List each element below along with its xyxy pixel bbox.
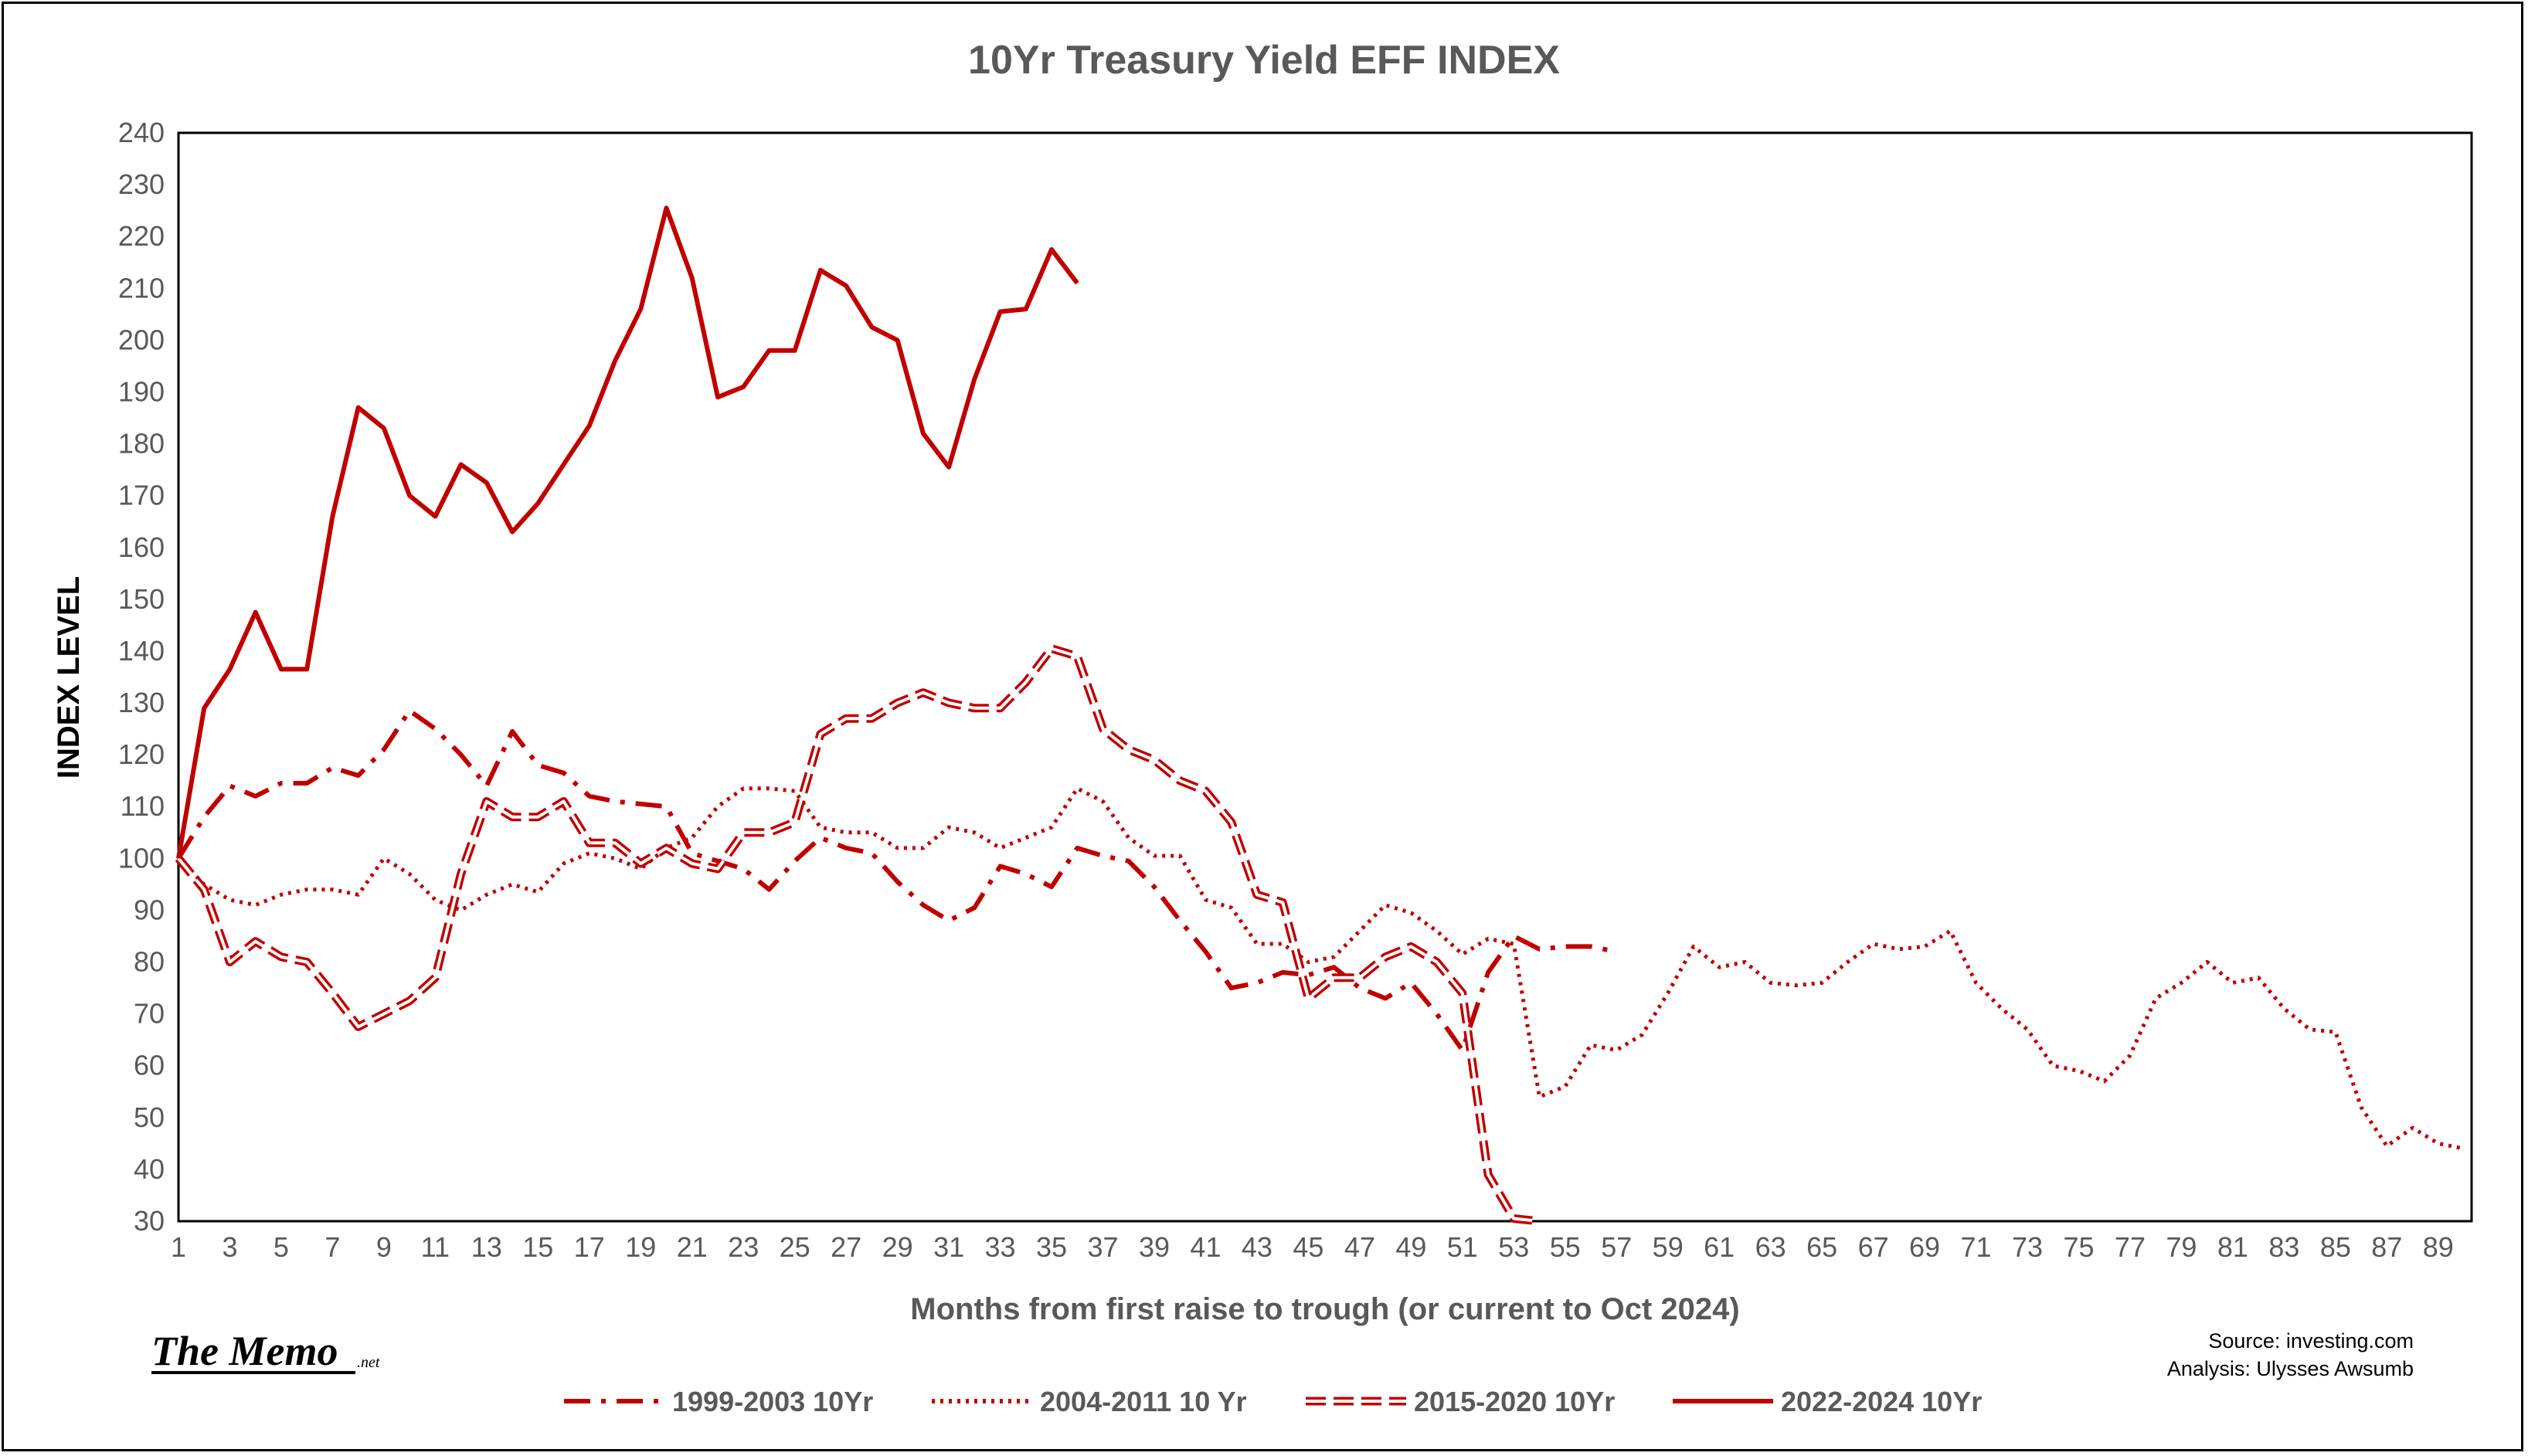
x-tick-label: 89	[2423, 1231, 2454, 1263]
x-tick-label: 41	[1190, 1231, 1221, 1263]
series-line-1999-2003-10yr	[176, 708, 1617, 1053]
series-line-2004-2011-10-yr	[177, 786, 2465, 1151]
x-tick-label: 63	[1755, 1231, 1786, 1263]
x-tick-label: 1	[171, 1231, 186, 1263]
x-tick-label: 13	[471, 1231, 502, 1263]
y-tick-label: 110	[121, 790, 165, 822]
y-tick-label: 40	[134, 1153, 165, 1185]
series-line-2015-2020-10yr-inner	[177, 647, 1540, 1223]
x-tick-label: 67	[1858, 1231, 1889, 1263]
legend-label: 1999-2003 10Yr	[672, 1386, 873, 1417]
y-tick-label: 50	[134, 1101, 165, 1133]
logo: The Memo .net	[151, 1328, 380, 1374]
logo-text: The Memo	[151, 1328, 338, 1374]
x-tick-label: 3	[222, 1231, 237, 1263]
x-tick-label: 21	[677, 1231, 708, 1263]
y-tick-label: 170	[118, 480, 165, 511]
x-tick-label: 57	[1601, 1231, 1632, 1263]
y-tick-label: 200	[118, 324, 165, 355]
x-tick-label: 5	[274, 1231, 289, 1263]
series-line-2022-2024-10yr	[176, 205, 1079, 859]
x-tick-label: 29	[882, 1231, 913, 1263]
x-tick-label: 45	[1293, 1231, 1323, 1263]
x-axis-ticks: 1 3 5 7 9 11 13 15 17 19 21 23 25 27 29 31 33 35 37 39 41 43 4…	[171, 1231, 2454, 1263]
x-tick-label: 31	[933, 1231, 964, 1263]
x-tick-label: 51	[1447, 1231, 1478, 1263]
chart-title: 10Yr Treasury Yield EFF INDEX	[968, 38, 1560, 83]
legend-label: 2015-2020 10Yr	[1414, 1386, 1615, 1417]
x-tick-label: 59	[1653, 1231, 1684, 1263]
source-label: Source: investing.com	[2208, 1329, 2414, 1352]
y-tick-label: 180	[118, 428, 165, 460]
series-line-2015-2020-10yr	[175, 644, 1541, 1226]
series-lines	[175, 205, 2465, 1226]
x-tick-label: 11	[421, 1231, 450, 1263]
x-tick-label: 79	[2166, 1231, 2197, 1263]
y-tick-label: 160	[118, 531, 165, 563]
x-tick-label: 65	[1806, 1231, 1837, 1263]
x-tick-label: 75	[2063, 1231, 2094, 1263]
analysis-label: Analysis: Ulysses Awsumb	[2167, 1357, 2414, 1380]
y-tick-label: 220	[118, 220, 165, 252]
x-tick-label: 39	[1139, 1231, 1170, 1263]
x-tick-label: 19	[625, 1231, 656, 1263]
y-tick-label: 210	[118, 272, 165, 304]
x-tick-label: 23	[728, 1231, 759, 1263]
y-tick-label: 120	[118, 738, 165, 770]
x-tick-label: 35	[1036, 1231, 1067, 1263]
x-tick-label: 53	[1498, 1231, 1529, 1263]
x-tick-label: 61	[1704, 1231, 1735, 1263]
x-tick-label: 15	[522, 1231, 553, 1263]
y-tick-label: 130	[118, 687, 165, 718]
y-tick-label: 90	[134, 894, 165, 925]
y-tick-label: 30	[134, 1205, 165, 1237]
x-tick-label: 9	[376, 1231, 392, 1263]
x-tick-label: 27	[831, 1231, 861, 1263]
plot-area	[177, 131, 2473, 1223]
logo-suffix: .net	[357, 1354, 380, 1371]
x-tick-label: 71	[1961, 1231, 1992, 1263]
x-tick-label: 37	[1087, 1231, 1118, 1263]
x-tick-label: 83	[2268, 1231, 2299, 1263]
x-tick-label: 81	[2217, 1231, 2248, 1263]
x-tick-label: 87	[2371, 1231, 2402, 1263]
y-tick-label: 80	[134, 946, 165, 978]
y-axis-title: INDEX LEVEL	[52, 576, 86, 779]
x-tick-label: 25	[780, 1231, 810, 1263]
x-tick-label: 85	[2320, 1231, 2351, 1263]
x-tick-label: 43	[1242, 1231, 1272, 1263]
y-tick-label: 100	[118, 842, 165, 874]
y-tick-label: 190	[118, 375, 165, 407]
x-tick-label: 33	[985, 1231, 1016, 1263]
y-tick-label: 230	[118, 168, 165, 200]
y-tick-label: 70	[134, 998, 165, 1030]
x-tick-label: 73	[2012, 1231, 2043, 1263]
x-tick-label: 77	[2115, 1231, 2146, 1263]
legend: 1999-2003 10Yr 2004-2011 10 Yr 2015-2020 1…	[564, 1386, 1982, 1417]
x-tick-label: 47	[1344, 1231, 1375, 1263]
y-axis-ticks: 30 40 50 60 70 80 90 100 110 120 130 140 150 160 170 18…	[118, 117, 165, 1237]
x-tick-label: 69	[1909, 1231, 1940, 1263]
x-tick-label: 7	[324, 1231, 340, 1263]
x-tick-label: 17	[574, 1231, 605, 1263]
x-tick-label: 55	[1550, 1231, 1581, 1263]
y-tick-label: 60	[134, 1050, 165, 1081]
y-tick-label: 240	[118, 117, 165, 148]
legend-label: 2004-2011 10 Yr	[1040, 1386, 1247, 1417]
y-tick-label: 140	[118, 635, 165, 667]
y-tick-label: 150	[118, 583, 165, 615]
x-tick-label: 49	[1395, 1231, 1426, 1263]
x-axis-title: Months from first raise to trough (or cu…	[910, 1292, 1739, 1326]
legend-label: 2022-2024 10Yr	[1781, 1386, 1982, 1417]
